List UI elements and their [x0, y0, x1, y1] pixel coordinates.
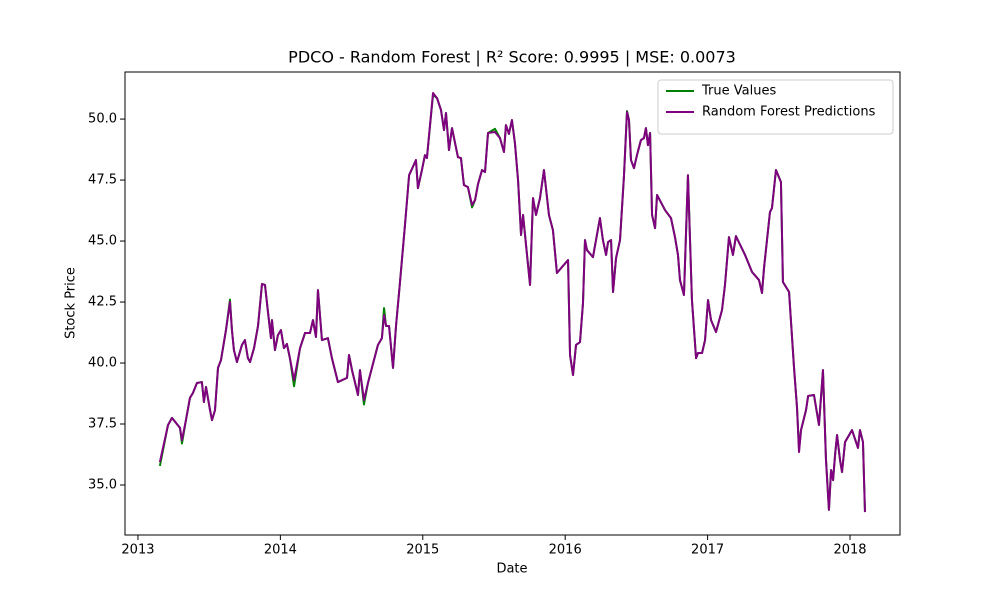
y-tick-label: 40.0 — [88, 356, 117, 371]
x-axis-label: Date — [496, 562, 527, 577]
y-tick-label: 42.5 — [88, 295, 117, 310]
legend-label: Random Forest Predictions — [702, 105, 876, 120]
data-line — [158, 91, 866, 513]
y-tick-label: 50.0 — [88, 112, 117, 127]
x-tick-label: 2016 — [549, 543, 582, 558]
chart-title: PDCO - Random Forest | R² Score: 0.9995 … — [288, 48, 736, 67]
x-tick-label: 2018 — [833, 543, 866, 558]
y-tick-label: 45.0 — [88, 234, 117, 249]
legend-box — [657, 79, 894, 135]
y-tick-label: 47.5 — [88, 173, 117, 188]
data-line — [158, 93, 866, 513]
y-axis-label: Stock Price — [64, 267, 79, 339]
plot-frame — [124, 71, 901, 536]
x-tick-label: 2015 — [406, 543, 439, 558]
x-tick-label: 2013 — [121, 543, 154, 558]
y-tick-label: 35.0 — [88, 477, 117, 492]
legend-label: True Values — [701, 84, 776, 99]
y-tick-label: 37.5 — [88, 417, 117, 432]
x-tick-label: 2014 — [264, 543, 297, 558]
x-tick-label: 2017 — [691, 543, 724, 558]
